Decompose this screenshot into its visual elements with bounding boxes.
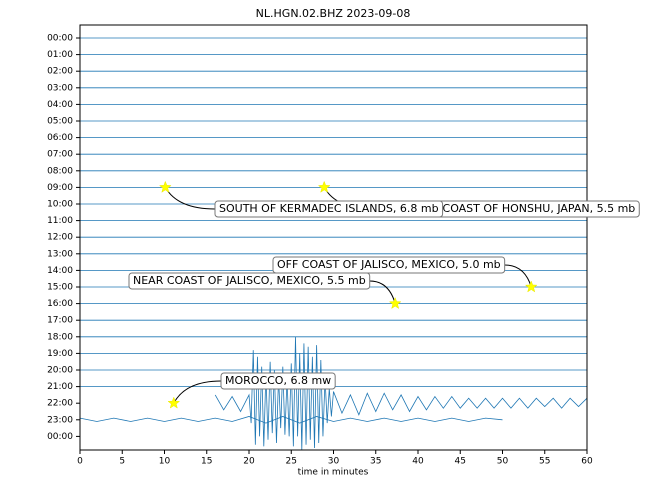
event-label: OFF COAST OF JALISCO, MEXICO, 5.0 mb <box>277 258 501 271</box>
events: MOROCCO, 6.8 mw NEAR COAST OF JALISCO, ME… <box>128 180 640 409</box>
y-tick-label: 07:00 <box>47 150 73 160</box>
y-tick-label: 04:00 <box>47 100 73 110</box>
x-tick-label: 0 <box>77 457 83 467</box>
chart-title: NL.HGN.02.BHZ 2023-09-08 <box>256 7 411 20</box>
event-star <box>524 280 538 293</box>
y-tick-label: 02:00 <box>47 67 73 77</box>
y-tick-label: 13:00 <box>47 249 73 259</box>
y-tick-label: 19:00 <box>47 349 73 359</box>
trace <box>214 336 588 450</box>
y-tick-label: 18:00 <box>47 332 73 342</box>
event-star <box>158 180 172 193</box>
y-tick-label: 14:00 <box>47 266 73 276</box>
event: NEAR COAST OF JALISCO, MEXICO, 5.5 mb <box>128 272 396 304</box>
event: MOROCCO, 6.8 mw <box>173 372 336 404</box>
x-tick-label: 45 <box>455 457 466 467</box>
y-tick-label: 01:00 <box>47 50 73 60</box>
x-tick-label: 15 <box>201 457 212 467</box>
y-tick-label: 06:00 <box>47 133 73 143</box>
x-tick-label: 50 <box>497 457 509 467</box>
connector <box>504 264 532 288</box>
y-tick-label: 00:00 <box>47 34 73 44</box>
event-label-box <box>272 256 506 274</box>
y-tick-label: 17:00 <box>47 316 73 326</box>
event-label-box <box>128 272 371 290</box>
x-tick-label: 35 <box>370 457 381 467</box>
event-label: SOUTH OF KERMADEC ISLANDS, 6.8 mb <box>219 202 439 215</box>
y-tick-label: 22:00 <box>47 399 73 409</box>
y-tick-label: 15:00 <box>47 283 73 293</box>
y-tick-label: 12:00 <box>47 233 73 243</box>
traces <box>79 37 588 450</box>
y-tick-label: 23:00 <box>47 415 73 425</box>
x-axis-label: time in minutes <box>298 468 369 478</box>
x-tick-label: 40 <box>412 457 424 467</box>
y-tick-label: 10:00 <box>47 200 73 210</box>
trace <box>79 416 503 424</box>
connector <box>369 280 396 304</box>
event-star <box>317 180 331 193</box>
x-tick-label: 30 <box>328 457 340 467</box>
x-tick-label: 10 <box>159 457 171 467</box>
event-label-box <box>214 200 444 218</box>
y-tick-label: 11:00 <box>47 216 73 226</box>
event: OFF COAST OF JALISCO, MEXICO, 5.0 mb <box>272 256 532 288</box>
x-tick-label: 60 <box>581 457 593 467</box>
event-star <box>388 296 402 310</box>
event-label-box <box>220 372 336 390</box>
y-tick-label: 08:00 <box>47 166 73 176</box>
y-tick-label: 16:00 <box>47 299 73 309</box>
y-tick-label: 21:00 <box>47 382 73 392</box>
y-tick-label: 03:00 <box>47 83 73 93</box>
event: SOUTH OF KERMADEC ISLANDS, 6.8 mb <box>164 187 444 218</box>
x-tick-label: 20 <box>243 457 255 467</box>
x-tick-label: 5 <box>119 457 125 467</box>
x-tick-label: 55 <box>539 457 550 467</box>
y-tick-label: 09:00 <box>47 183 73 193</box>
event-label: NEAR COAST OF JALISCO, MEXICO, 5.5 mb <box>133 274 366 287</box>
connector <box>173 380 222 404</box>
connector <box>164 187 216 210</box>
event-label: MOROCCO, 6.8 mw <box>225 374 331 387</box>
x-tick-label: 25 <box>286 457 297 467</box>
y-tick-label: 00:00 <box>47 432 73 442</box>
y-tick-label: 05:00 <box>47 117 73 127</box>
y-tick-label: 20:00 <box>47 366 73 376</box>
event-star <box>167 396 181 409</box>
